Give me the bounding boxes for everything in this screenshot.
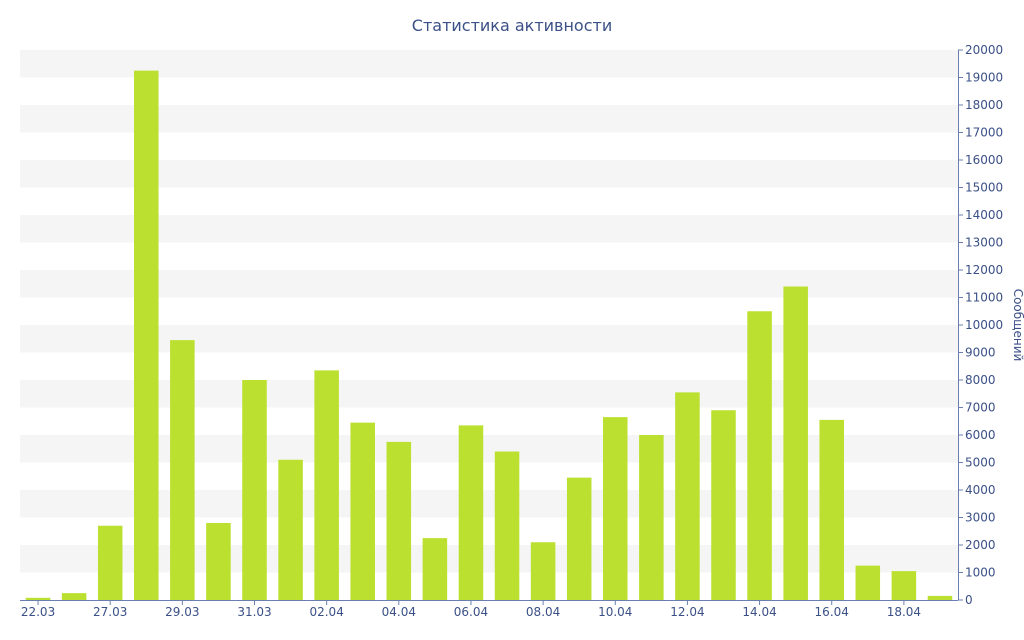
y-tick-label: 18000 xyxy=(965,98,1003,112)
bar[interactable] xyxy=(242,380,267,600)
bar[interactable] xyxy=(314,370,339,601)
bar[interactable] xyxy=(458,425,484,601)
bar[interactable] xyxy=(675,392,700,601)
bar[interactable] xyxy=(134,70,159,601)
bar[interactable] xyxy=(819,419,844,601)
bar[interactable] xyxy=(566,477,592,601)
bar[interactable] xyxy=(711,410,736,600)
bar[interactable] xyxy=(170,340,195,601)
bar[interactable] xyxy=(25,597,51,600)
y-tick-label: 11000 xyxy=(965,291,1003,305)
y-tick-label: 7000 xyxy=(965,401,996,415)
bar[interactable] xyxy=(747,311,772,600)
chart-title: Статистика активности xyxy=(412,16,612,35)
y-axis-ticks: 0 1000 2000 3000 4000 5000 6000 7000 8000 9000 100… xyxy=(958,43,1003,607)
x-axis-ticks: 22.03 27.03 29.03 31.03 02.04 04.04 06.04 08.04… xyxy=(21,600,921,619)
x-tick-label: 22.03 xyxy=(21,605,55,619)
y-tick-label: 15000 xyxy=(965,181,1003,195)
bar[interactable] xyxy=(422,538,448,601)
bar[interactable] xyxy=(783,286,808,601)
x-tick-label: 10.04 xyxy=(598,605,632,619)
y-tick-label: 20000 xyxy=(965,43,1003,57)
bar[interactable] xyxy=(206,523,231,600)
bar[interactable] xyxy=(855,565,881,601)
grid-band xyxy=(20,50,958,78)
y-tick-label: 10000 xyxy=(965,318,1003,332)
y-tick-label: 14000 xyxy=(965,208,1003,222)
y-tick-label: 3000 xyxy=(965,511,996,525)
grid-band xyxy=(20,545,958,573)
bar[interactable] xyxy=(891,571,917,601)
bar-series xyxy=(25,70,953,601)
bar[interactable] xyxy=(350,422,375,601)
x-tick-label: 12.04 xyxy=(670,605,704,619)
x-tick-label: 04.04 xyxy=(382,605,416,619)
x-tick-label: 18.04 xyxy=(887,605,921,619)
bar[interactable] xyxy=(61,593,87,601)
bar[interactable] xyxy=(927,595,953,601)
bar[interactable] xyxy=(639,435,664,600)
y-tick-label: 17000 xyxy=(965,126,1003,140)
bar[interactable] xyxy=(386,441,412,601)
bar[interactable] xyxy=(530,542,556,600)
y-tick-label: 13000 xyxy=(965,236,1003,250)
grid-band xyxy=(20,215,958,243)
y-axis-label: Сообщений xyxy=(1011,289,1024,362)
x-tick-label: 08.04 xyxy=(526,605,560,619)
grid-band xyxy=(20,435,958,463)
y-tick-label: 19000 xyxy=(965,71,1003,85)
x-tick-label: 16.04 xyxy=(815,605,849,619)
bar[interactable] xyxy=(278,459,303,600)
grid-band xyxy=(20,490,958,518)
y-tick-label: 16000 xyxy=(965,153,1003,167)
x-tick-label: 02.04 xyxy=(309,605,343,619)
y-tick-label: 6000 xyxy=(965,428,996,442)
grid-bands xyxy=(20,50,958,573)
y-tick-label: 0 xyxy=(965,593,973,607)
y-tick-label: 4000 xyxy=(965,483,996,497)
bar[interactable] xyxy=(97,525,123,600)
grid-band xyxy=(20,270,958,298)
bar[interactable] xyxy=(603,417,628,601)
y-tick-label: 5000 xyxy=(965,456,996,470)
grid-band xyxy=(20,105,958,133)
grid-band xyxy=(20,380,958,408)
y-tick-label: 2000 xyxy=(965,538,996,552)
y-tick-label: 12000 xyxy=(965,263,1003,277)
y-tick-label: 8000 xyxy=(965,373,996,387)
grid-band xyxy=(20,160,958,188)
y-tick-label: 9000 xyxy=(965,346,996,360)
grid-band xyxy=(20,325,958,353)
x-tick-label: 14.04 xyxy=(742,605,776,619)
x-tick-label: 29.03 xyxy=(165,605,199,619)
bar[interactable] xyxy=(494,451,520,601)
y-tick-label: 1000 xyxy=(965,566,996,580)
x-tick-label: 27.03 xyxy=(93,605,127,619)
x-tick-label: 31.03 xyxy=(237,605,271,619)
x-tick-label: 06.04 xyxy=(454,605,488,619)
